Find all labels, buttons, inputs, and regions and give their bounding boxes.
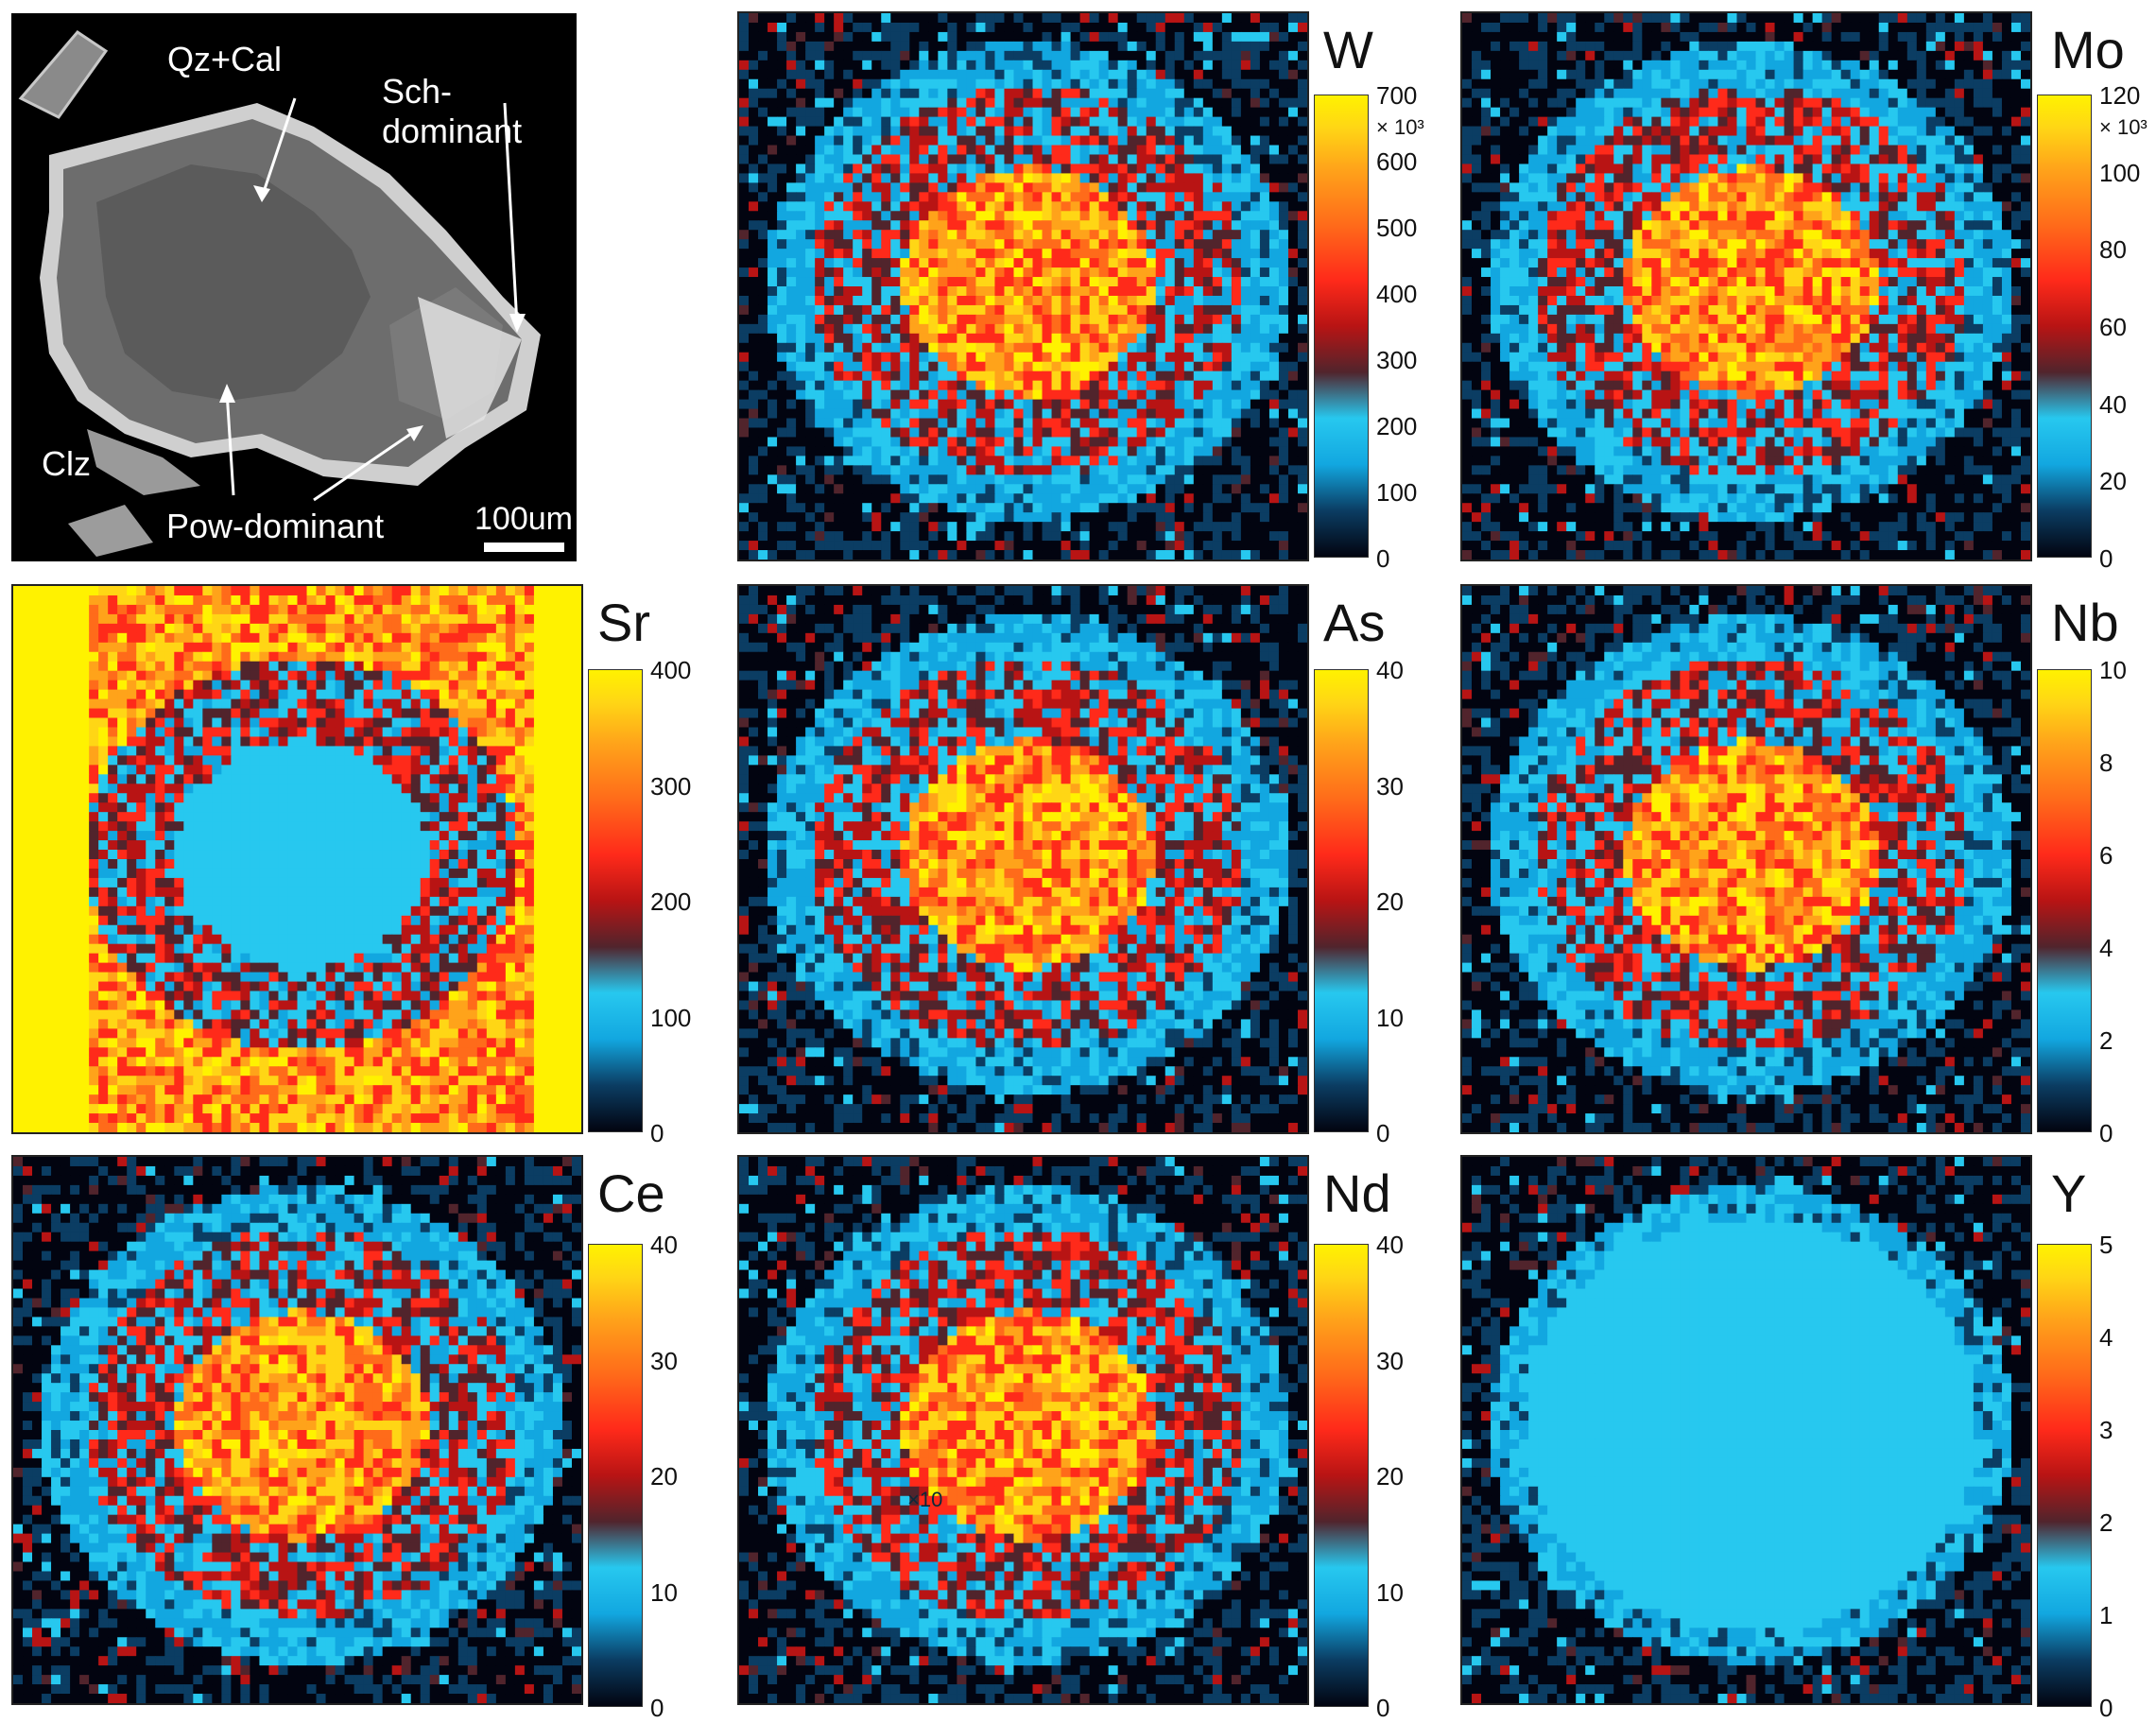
colorbar-tick-sr: 200 bbox=[650, 887, 691, 917]
colorbar-tick-nb: 10 bbox=[2099, 656, 2127, 685]
colorbar-tick-y: 1 bbox=[2099, 1601, 2113, 1630]
colorbar-tick-w: 700 bbox=[1376, 81, 1417, 111]
colorbar-tick-w: 300 bbox=[1376, 346, 1417, 375]
colorbar-tick-sr: 0 bbox=[650, 1119, 664, 1148]
colorbar-tick-as: 10 bbox=[1376, 1004, 1404, 1033]
map-y bbox=[1460, 1155, 2032, 1705]
map-sr bbox=[11, 584, 583, 1134]
element-label-ce: Ce bbox=[597, 1163, 665, 1224]
colorbar-tick-w: 0 bbox=[1376, 544, 1389, 574]
colorbar-tick-w: 600 bbox=[1376, 147, 1417, 177]
colorbar-tick-ce: 40 bbox=[650, 1231, 678, 1260]
map-pixels-mo bbox=[1462, 13, 2030, 560]
nd-overlay-text: ×10 bbox=[907, 1488, 942, 1512]
colorbar-tick-y: 0 bbox=[2099, 1694, 2113, 1723]
colorbar-tick-as: 20 bbox=[1376, 887, 1404, 917]
colorbar-tick-as: 30 bbox=[1376, 772, 1404, 801]
map-pixels-nb bbox=[1462, 586, 2030, 1132]
colorbar-y bbox=[2037, 1244, 2092, 1707]
colorbar-tick-y: 5 bbox=[2099, 1231, 2113, 1260]
label-scale: 100um bbox=[474, 501, 573, 538]
colorbar-tick-mo: 100 bbox=[2099, 159, 2140, 188]
colorbar-tick-mo: 40 bbox=[2099, 390, 2127, 420]
map-nb bbox=[1460, 584, 2032, 1134]
colorbar-tick-nb: 6 bbox=[2099, 841, 2113, 870]
colorbar-tick-ce: 0 bbox=[650, 1694, 664, 1723]
colorbar-tick-ce: 10 bbox=[650, 1578, 678, 1608]
colorbar-tick-mo: 80 bbox=[2099, 235, 2127, 265]
colorbar-multiplier-mo: × 10³ bbox=[2099, 115, 2147, 140]
colorbar-tick-sr: 400 bbox=[650, 656, 691, 685]
colorbar-tick-ce: 30 bbox=[650, 1347, 678, 1376]
colorbar-multiplier-w: × 10³ bbox=[1376, 115, 1424, 140]
element-label-nd: Nd bbox=[1323, 1163, 1391, 1224]
colorbar-mo bbox=[2037, 95, 2092, 558]
colorbar-nb bbox=[2037, 669, 2092, 1132]
colorbar-tick-nd: 0 bbox=[1376, 1694, 1389, 1723]
colorbar-tick-nb: 4 bbox=[2099, 934, 2113, 963]
colorbar-tick-w: 500 bbox=[1376, 214, 1417, 243]
element-label-mo: Mo bbox=[2051, 19, 2125, 80]
colorbar-tick-sr: 300 bbox=[650, 772, 691, 801]
colorbar-tick-mo: 120 bbox=[2099, 81, 2140, 111]
colorbar-w bbox=[1314, 95, 1369, 558]
map-pixels-as bbox=[739, 586, 1307, 1132]
label-clz: Clz bbox=[42, 444, 91, 484]
map-pixels-nd bbox=[739, 1157, 1307, 1703]
colorbar-ce bbox=[588, 1244, 643, 1707]
colorbar-as bbox=[1314, 669, 1369, 1132]
map-pixels-w bbox=[739, 13, 1307, 560]
colorbar-nd bbox=[1314, 1244, 1369, 1707]
colorbar-tick-y: 4 bbox=[2099, 1323, 2113, 1353]
map-mo bbox=[1460, 11, 2032, 561]
map-ce bbox=[11, 1155, 583, 1705]
element-label-y: Y bbox=[2051, 1163, 2086, 1224]
colorbar-tick-w: 100 bbox=[1376, 478, 1417, 508]
map-pixels-ce bbox=[13, 1157, 581, 1703]
bse-image: Qz+Cal Sch-dominant Clz Pow-dominant 100… bbox=[11, 13, 577, 561]
colorbar-sr bbox=[588, 669, 643, 1132]
label-pow-dominant: Pow-dominant bbox=[166, 507, 384, 546]
map-w bbox=[737, 11, 1309, 561]
colorbar-tick-as: 40 bbox=[1376, 656, 1404, 685]
element-label-as: As bbox=[1323, 592, 1385, 653]
label-qz-cal: Qz+Cal bbox=[167, 40, 282, 79]
colorbar-tick-mo: 20 bbox=[2099, 467, 2127, 496]
colorbar-tick-nb: 0 bbox=[2099, 1119, 2113, 1148]
colorbar-tick-nd: 30 bbox=[1376, 1347, 1404, 1376]
element-label-sr: Sr bbox=[597, 592, 650, 653]
colorbar-tick-nd: 10 bbox=[1376, 1578, 1404, 1608]
map-nd bbox=[737, 1155, 1309, 1705]
colorbar-tick-y: 3 bbox=[2099, 1416, 2113, 1445]
map-as bbox=[737, 584, 1309, 1134]
map-pixels-sr bbox=[13, 586, 581, 1132]
colorbar-tick-w: 200 bbox=[1376, 412, 1417, 441]
colorbar-tick-w: 400 bbox=[1376, 280, 1417, 309]
colorbar-tick-as: 0 bbox=[1376, 1119, 1389, 1148]
map-pixels-y bbox=[1462, 1157, 2030, 1703]
colorbar-tick-mo: 0 bbox=[2099, 544, 2113, 574]
label-sch-dominant: Sch-dominant bbox=[382, 72, 577, 151]
colorbar-tick-ce: 20 bbox=[650, 1462, 678, 1491]
colorbar-tick-nb: 2 bbox=[2099, 1026, 2113, 1056]
colorbar-tick-nb: 8 bbox=[2099, 749, 2113, 778]
element-label-nb: Nb bbox=[2051, 592, 2119, 653]
colorbar-tick-y: 2 bbox=[2099, 1508, 2113, 1538]
colorbar-tick-mo: 60 bbox=[2099, 313, 2127, 342]
colorbar-tick-sr: 100 bbox=[650, 1004, 691, 1033]
colorbar-tick-nd: 40 bbox=[1376, 1231, 1404, 1260]
colorbar-tick-nd: 20 bbox=[1376, 1462, 1404, 1491]
element-label-w: W bbox=[1323, 19, 1373, 80]
